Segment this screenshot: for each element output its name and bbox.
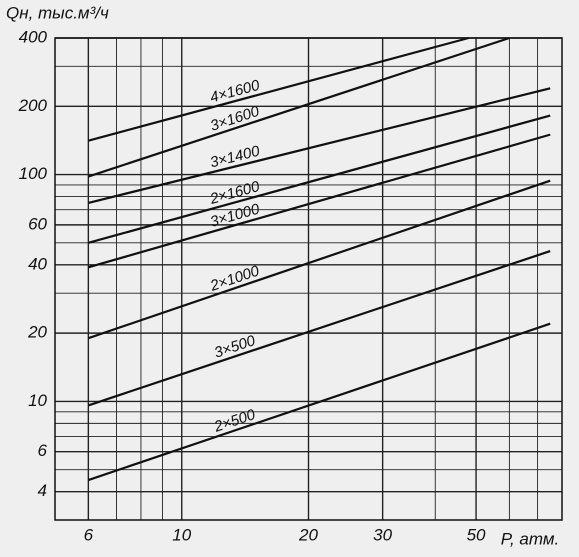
y-tick-label: 400	[19, 27, 48, 46]
series-line	[87, 250, 551, 407]
series-line	[87, 322, 551, 482]
series-line	[88, 87, 551, 204]
series-line	[88, 36, 469, 142]
series-line	[87, 179, 551, 340]
x-tick-label: 50	[467, 525, 486, 544]
y-tick-label: 200	[18, 96, 48, 115]
series-line	[88, 114, 551, 244]
y-tick-label: 100	[19, 164, 48, 183]
plot-frame	[54, 37, 563, 521]
y-tick-label: 6	[38, 441, 48, 460]
x-tick-label: 6	[84, 525, 94, 544]
x-axis-label: P, атм.	[501, 529, 559, 548]
y-tick-label: 60	[28, 214, 47, 233]
x-tick-label: 30	[373, 525, 392, 544]
series-line	[88, 133, 551, 269]
y-tick-label: 20	[27, 323, 47, 342]
y-tick-label: 4	[38, 481, 47, 500]
y-axis-label: Qн, тыс.м³/ч	[6, 3, 109, 22]
x-tick-label: 10	[172, 525, 191, 544]
x-tick-label: 20	[298, 525, 318, 544]
y-tick-label: 40	[28, 254, 47, 273]
series-line	[87, 36, 510, 178]
y-tick-label: 10	[28, 391, 47, 410]
